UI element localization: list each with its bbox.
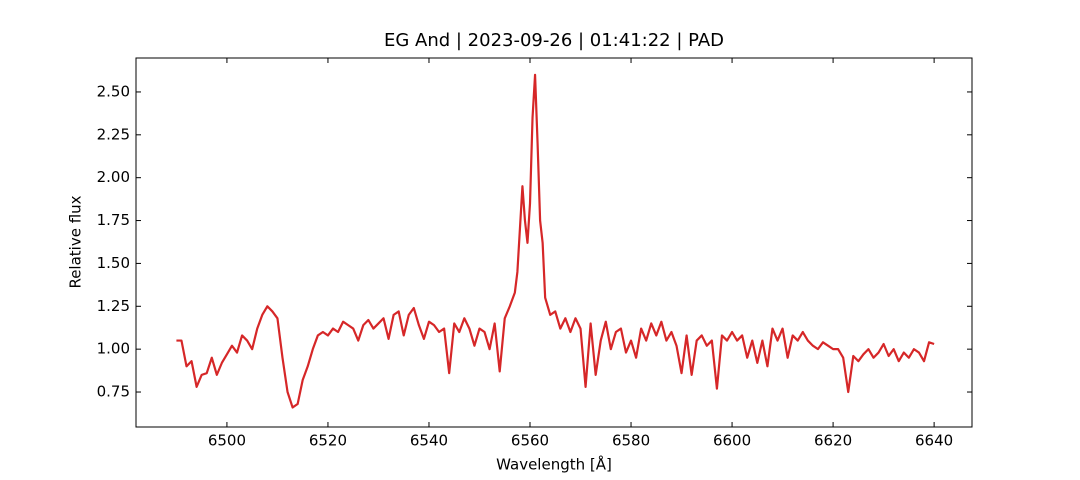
y-tick-label: 1.75 — [97, 211, 130, 229]
y-tick-label: 2.25 — [97, 125, 130, 143]
x-tick-label: 6500 — [208, 432, 246, 450]
x-axis-label: Wavelength [Å] — [496, 455, 612, 474]
x-tick-label: 6620 — [814, 432, 852, 450]
x-tick-label: 6600 — [713, 432, 751, 450]
chart-title: EG And | 2023-09-26 | 01:41:22 | PAD — [384, 30, 724, 51]
y-tick-label: 1.50 — [97, 254, 130, 272]
y-tick-label: 2.00 — [97, 168, 130, 186]
y-tick-label: 2.50 — [97, 82, 130, 100]
y-tick-label: 0.75 — [97, 383, 130, 401]
spectrum-line — [176, 73, 935, 409]
y-tick-label: 1.00 — [97, 340, 130, 358]
x-tick-label: 6520 — [309, 432, 347, 450]
y-axis-label: Relative flux — [67, 195, 85, 288]
x-tick-label: 6580 — [612, 432, 650, 450]
x-tick-label: 6560 — [511, 432, 549, 450]
y-tick-label: 1.25 — [97, 297, 130, 315]
x-tick-label: 6640 — [915, 432, 953, 450]
x-tick-label: 6540 — [410, 432, 448, 450]
plot-frame — [135, 57, 973, 428]
